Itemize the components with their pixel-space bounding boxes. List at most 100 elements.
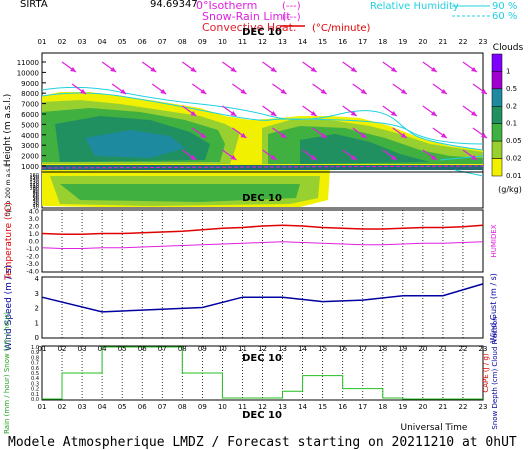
colorbar-swatch	[491, 88, 503, 107]
hour-tick-label: 01	[38, 403, 47, 411]
cloud-layer-teal-right	[300, 134, 430, 164]
wind-arrow-head	[320, 89, 327, 94]
precip-ylabel-right: Snow Depth (cm) Cloud Fraction	[491, 316, 499, 429]
wind-ytick-label: 0	[35, 334, 39, 342]
wind-arrow-head	[280, 133, 287, 138]
cloud-ytick-low-label: 20	[33, 202, 39, 208]
hour-tick-label: 23	[479, 38, 488, 46]
cloud-ytick-low-label: 100	[29, 186, 39, 192]
wind-arrow-head	[480, 89, 487, 94]
hour-tick-label: 14	[298, 403, 307, 411]
wind-arrow-head	[440, 89, 447, 94]
wind-arrow-head	[350, 111, 357, 116]
temp-ytick-label: -1.0	[26, 245, 39, 253]
hour-tick-label: 19	[398, 403, 407, 411]
rh-contour-3	[439, 155, 484, 177]
precip-ytick-label: 0.0	[31, 397, 39, 403]
wind-arrow-head	[350, 155, 357, 160]
wind-arrow-head	[230, 155, 237, 160]
precip-ytick-label: 0.2	[31, 387, 39, 393]
cloud-ytick-label: 4000	[21, 132, 39, 140]
hour-tick-label: 11	[238, 345, 247, 353]
top-date-label: DEC 10	[242, 27, 282, 38]
precip-ytick-label: 0.8	[31, 355, 39, 361]
hour-tick-label: 03	[78, 345, 87, 353]
wind-arrow-head	[400, 133, 407, 138]
hour-tick-label: 18	[378, 345, 387, 353]
hour-tick-label: 11	[238, 38, 247, 46]
wind-arrows	[61, 61, 488, 161]
colorbar-level-label: 0.5	[506, 85, 517, 93]
wind-arrow-head	[390, 67, 397, 72]
colorbar-level-label: 0.05	[506, 137, 522, 145]
wind-arrow-head	[230, 67, 237, 72]
cloud-ytick-label: 5000	[21, 121, 39, 129]
colorbar-level-label: 0.02	[506, 155, 522, 163]
cloud-ytick-label: 3000	[21, 142, 39, 150]
hour-tick-label: 09	[198, 403, 207, 411]
hour-tick-label: 02	[58, 403, 67, 411]
wind-ytick-label: 2	[35, 305, 39, 313]
wind-arrow-head	[150, 67, 157, 72]
colorbar-units: (g/kg)	[498, 185, 522, 194]
wind-arrow-head	[270, 67, 277, 72]
temp-ytick-label: -3.0	[26, 260, 39, 268]
hour-tick-label: 18	[378, 38, 387, 46]
hour-tick-label: 07	[158, 403, 167, 411]
wind-arrow-head	[240, 133, 247, 138]
hour-tick-label: 05	[118, 403, 127, 411]
cloud-ytick-low-label: 90	[33, 188, 39, 194]
wind-arrow-head	[360, 89, 367, 94]
hour-tick-label: 07	[158, 345, 167, 353]
isotherm-line	[41, 165, 484, 169]
hour-tick-label: 20	[418, 38, 427, 46]
precip-ytick-label: 0.4	[31, 376, 39, 382]
hour-tick-label: 12	[258, 403, 267, 411]
wind-arrow-head	[70, 67, 77, 72]
precip-ytick-label: 0.5	[31, 371, 39, 377]
convective-units: (°C/minute)	[312, 23, 371, 34]
snowrain-legend: Snow-Rain Limit	[202, 10, 291, 23]
cloud-ytick-low-label: 40	[33, 198, 39, 204]
hour-tick-label: 17	[358, 345, 367, 353]
hour-tick-label: 10	[218, 403, 227, 411]
hour-tick-label: 01	[38, 345, 47, 353]
hour-tick-label: 22	[458, 38, 467, 46]
wind-arrow-head	[120, 89, 127, 94]
wind-arrow-head	[310, 155, 317, 160]
cloud-ytick-low-label: 130	[29, 179, 39, 185]
wind-arrow-head	[430, 67, 437, 72]
hour-tick-label: 09	[198, 345, 207, 353]
precip-y-axis: 1.00.90.80.70.60.50.40.30.20.10.0	[31, 345, 39, 403]
hour-tick-label: 03	[78, 38, 87, 46]
cloud-layer-green-low	[60, 184, 300, 202]
precip-ytick-label: 0.3	[31, 381, 39, 387]
hour-tick-label: 20	[418, 403, 427, 411]
precip-ytick-label: 0.9	[31, 350, 39, 356]
wind-arrow-head	[270, 155, 277, 160]
temp-ytick-label: -4.0	[26, 268, 39, 276]
hour-tick-label: 12	[258, 345, 267, 353]
cloud-ytick-low-label: 60	[33, 194, 39, 200]
precip-date-label: DEC 10	[242, 353, 282, 364]
mid-date-label: DEC 10	[242, 193, 282, 204]
cloud-band-1000m	[42, 165, 483, 170]
hour-tick-label: 17	[358, 403, 367, 411]
colorbar-level-label: 0.2	[506, 102, 517, 110]
hour-tick-label: 05	[118, 345, 127, 353]
hour-tick-label: 14	[298, 345, 307, 353]
hour-tick-label: 08	[178, 345, 187, 353]
wind-arrow-head	[400, 89, 407, 94]
rh-60-label: 60 %	[492, 11, 517, 22]
colorbar-level-label: 0.1	[506, 120, 517, 128]
cloud-ytick-low-label: 150	[29, 175, 39, 181]
bottom-date-label: DEC 10	[242, 410, 282, 421]
wind-arrow-head	[440, 133, 447, 138]
hour-tick-label: 03	[78, 403, 87, 411]
rh-contour-2	[41, 92, 484, 151]
wind-arrow-head	[310, 67, 317, 72]
precip-ytick-label: 0.1	[31, 392, 39, 398]
cloud-ytick-low-label: 120	[29, 181, 39, 187]
wind-gust-label: Wind Gust (m / s)	[489, 273, 498, 343]
